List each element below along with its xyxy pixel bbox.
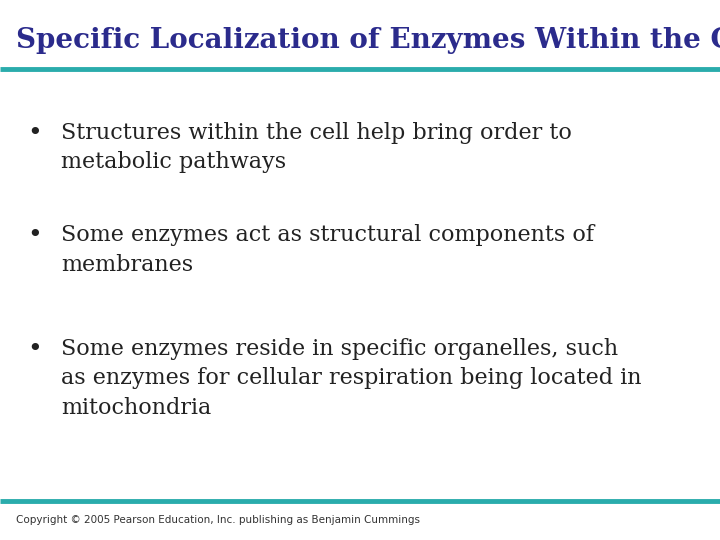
Text: Some enzymes reside in specific organelles, such
as enzymes for cellular respira: Some enzymes reside in specific organell… — [61, 338, 642, 419]
Text: Some enzymes act as structural components of
membranes: Some enzymes act as structural component… — [61, 224, 594, 276]
Text: Structures within the cell help bring order to
metabolic pathways: Structures within the cell help bring or… — [61, 122, 572, 173]
Text: •: • — [27, 224, 42, 247]
Text: Specific Localization of Enzymes Within the Cell: Specific Localization of Enzymes Within … — [16, 27, 720, 54]
Text: Copyright © 2005 Pearson Education, Inc. publishing as Benjamin Cummings: Copyright © 2005 Pearson Education, Inc.… — [16, 515, 420, 525]
Text: •: • — [27, 338, 42, 361]
Text: •: • — [27, 122, 42, 145]
